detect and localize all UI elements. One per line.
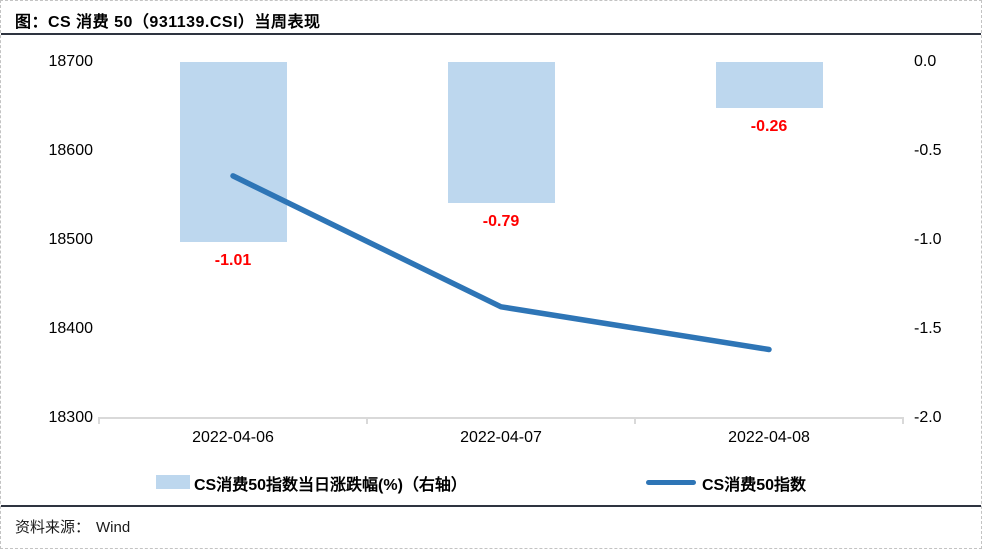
bar (179, 62, 287, 242)
y-right-tick-label: -2.0 (914, 409, 942, 426)
chart-title: 图：CS 消费 50（931139.CSI）当周表现 (15, 14, 321, 31)
y-left-tick-label: 18600 (48, 142, 94, 159)
x-axis-tick (366, 417, 368, 424)
bar (447, 62, 555, 203)
y-left-tick-label: 18400 (48, 320, 94, 337)
source-value: Wind (96, 519, 131, 536)
legend-line-swatch (646, 480, 696, 485)
y-left-tick-label: 18500 (48, 231, 94, 248)
y-right-tick-label: -1.5 (914, 320, 942, 337)
x-tick-label: 2022-04-08 (728, 429, 810, 446)
title-divider (1, 33, 981, 35)
footer-divider (1, 505, 981, 507)
bar-value-label: -0.79 (482, 212, 520, 230)
y-right-tick-label: 0.0 (914, 53, 937, 70)
x-tick-label: 2022-04-07 (460, 429, 542, 446)
y-left-tick-label: 18700 (48, 53, 94, 70)
y-right-tick-label: -0.5 (914, 142, 942, 159)
y-left-tick-label: 18300 (48, 409, 94, 426)
x-axis-tick (634, 417, 636, 424)
x-axis-tick (98, 417, 100, 424)
bar-value-label: -0.26 (750, 118, 788, 136)
source-label: 资料来源： (15, 520, 91, 536)
legend-line-label: CS消费50指数 (702, 477, 807, 494)
bar-value-label: -1.01 (214, 251, 252, 269)
x-axis-tick (902, 417, 904, 424)
y-right-tick-label: -1.0 (914, 231, 942, 248)
x-tick-label: 2022-04-06 (192, 429, 274, 446)
legend-bar-label: CS消费50指数当日涨跌幅(%)（右轴） (194, 477, 467, 494)
data-source: 资料来源： Wind (15, 516, 130, 537)
bar (715, 62, 823, 109)
legend-bar-swatch (156, 475, 190, 489)
x-axis-line (99, 417, 903, 419)
